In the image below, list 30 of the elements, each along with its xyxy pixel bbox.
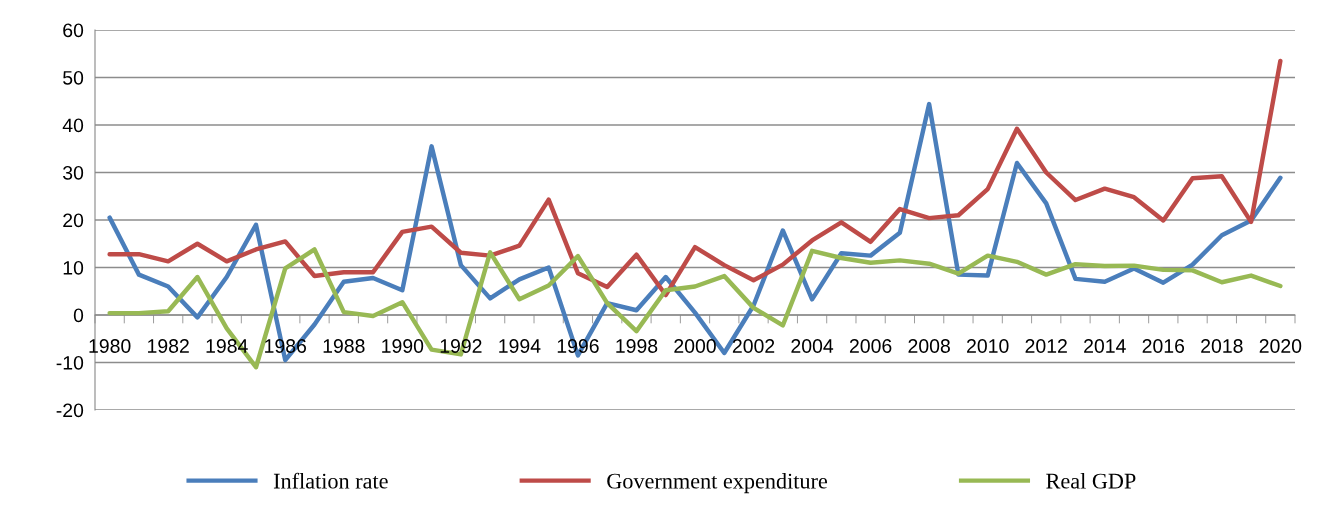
y-tick-label: 50 bbox=[63, 70, 84, 85]
x-tick-label: 1980 bbox=[89, 339, 131, 353]
y-tick-label: -20 bbox=[56, 403, 84, 418]
x-tick-label: 1988 bbox=[323, 339, 365, 353]
x-tick-label: 1994 bbox=[499, 339, 541, 353]
x-tick-label: 2016 bbox=[1142, 339, 1185, 353]
legend-label: Government expenditure bbox=[607, 472, 828, 494]
x-tick-label: 2002 bbox=[732, 339, 775, 353]
y-tick-label: 60 bbox=[63, 23, 84, 38]
y-tick-label: 40 bbox=[62, 118, 84, 133]
y-tick-label: -10 bbox=[56, 355, 84, 370]
y-tick-label: 20 bbox=[63, 213, 84, 228]
y-tick-label: 10 bbox=[63, 260, 84, 275]
y-tick-label: 30 bbox=[63, 165, 84, 180]
x-tick-label: 2010 bbox=[967, 339, 1009, 353]
x-tick-label: 1998 bbox=[616, 339, 658, 353]
legend-label: Real GDP bbox=[1046, 472, 1136, 489]
x-tick-label: 2004 bbox=[791, 339, 834, 353]
x-tick-label: 2008 bbox=[908, 339, 950, 353]
x-tick-label: 2018 bbox=[1201, 339, 1243, 353]
legend-label: Inflation rate bbox=[273, 472, 388, 489]
x-tick-label: 1990 bbox=[382, 339, 424, 353]
x-tick-label: 2014 bbox=[1084, 339, 1126, 353]
y-tick-label: 0 bbox=[73, 308, 84, 323]
x-tick-label: 1982 bbox=[148, 339, 189, 353]
x-tick-label: 2012 bbox=[1025, 339, 1067, 353]
x-tick-label: 2000 bbox=[674, 339, 716, 353]
x-tick-label: 2006 bbox=[849, 339, 892, 353]
line-series bbox=[107, 58, 1283, 298]
x-tick-label: 2020 bbox=[1259, 339, 1302, 353]
